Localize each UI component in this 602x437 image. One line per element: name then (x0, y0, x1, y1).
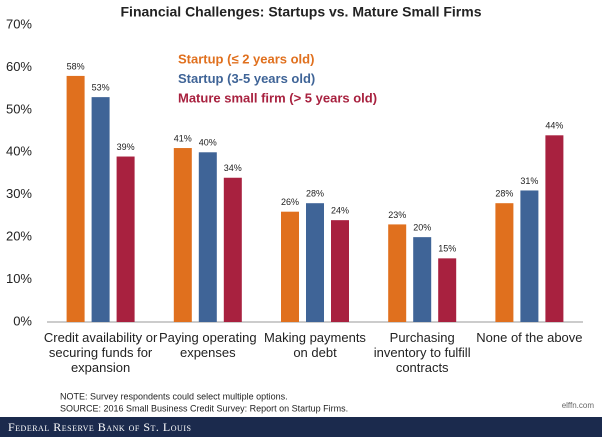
value-label: 20% (413, 223, 431, 233)
bar (438, 258, 457, 322)
value-label: 26% (281, 197, 299, 207)
y-tick-label: 50% (6, 101, 32, 116)
bar (223, 177, 242, 322)
bar (116, 156, 135, 322)
x-tick-label: Credit availability or securing funds fo… (43, 330, 158, 375)
chart-title: Financial Challenges: Startups vs. Matur… (121, 4, 482, 20)
value-label: 44% (545, 121, 563, 131)
bar (66, 75, 85, 323)
value-label: 28% (306, 189, 324, 199)
value-label: 58% (67, 61, 85, 71)
y-tick-label: 10% (6, 271, 32, 286)
value-label: 28% (495, 189, 513, 199)
value-label: 40% (199, 138, 217, 148)
y-tick-label: 60% (6, 59, 32, 74)
y-tick-label: 40% (6, 144, 32, 159)
bar (388, 224, 407, 322)
y-tick-label: 20% (6, 229, 32, 244)
bar (520, 190, 539, 322)
legend-entry: Mature small firm (> 5 years old) (178, 90, 377, 105)
bar (413, 237, 432, 322)
bar (331, 220, 349, 322)
value-label: 34% (224, 163, 242, 173)
value-label: 15% (438, 244, 456, 254)
value-label: 24% (331, 206, 349, 216)
bar (306, 203, 324, 322)
bar (495, 203, 514, 322)
note: NOTE: Survey respondents could select mu… (60, 391, 288, 401)
y-tick-label: 70% (6, 16, 32, 31)
bar (545, 135, 564, 322)
x-tick-label: None of the above (476, 330, 583, 345)
bar (281, 211, 299, 322)
footer-bar (0, 417, 602, 437)
x-tick-label: Paying operating expenses (159, 330, 257, 360)
value-label: 39% (117, 142, 135, 152)
y-tick-label: 0% (13, 313, 32, 328)
legend-entry: Startup (3-5 years old) (178, 71, 315, 86)
bar (91, 97, 110, 322)
value-label: 31% (520, 176, 538, 186)
value-label: 41% (174, 133, 192, 143)
bar (173, 148, 192, 322)
legend-entry: Startup (≤ 2 years old) (178, 51, 314, 66)
value-label: 53% (92, 83, 110, 93)
note: SOURCE: 2016 Small Business Credit Surve… (60, 403, 348, 413)
x-tick-label: Purchasing inventory to fulfill contract… (373, 330, 471, 375)
y-tick-label: 30% (6, 186, 32, 201)
value-label: 23% (388, 210, 406, 220)
bar (198, 152, 217, 322)
x-tick-label: Making payments on debt (264, 330, 366, 360)
footer-text: Federal Reserve Bank of St. Louis (8, 420, 191, 434)
watermark: elffn.com (562, 401, 595, 410)
